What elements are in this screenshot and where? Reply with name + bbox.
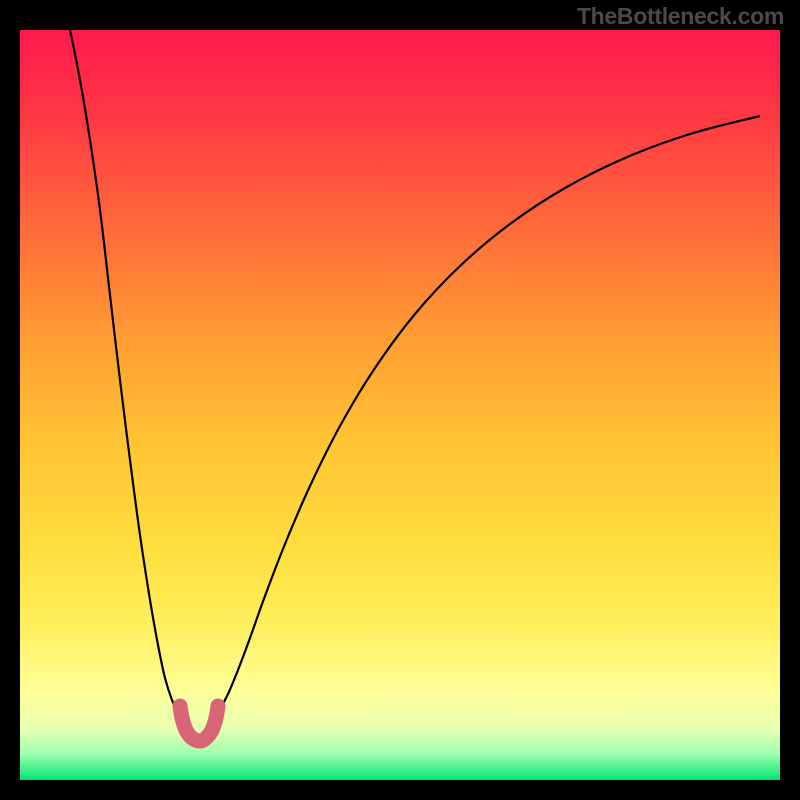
frame-right [780,0,800,800]
chart-container: TheBottleneck.com [0,0,800,800]
plot-area [20,30,780,780]
plot-svg [20,30,780,780]
frame-left [0,0,20,800]
frame-bottom [0,780,800,800]
watermark-text: TheBottleneck.com [577,3,784,30]
